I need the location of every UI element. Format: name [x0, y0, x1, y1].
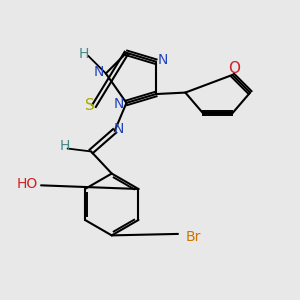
Text: H: H — [59, 139, 70, 153]
Text: HO: HO — [17, 177, 38, 191]
Text: H: H — [79, 47, 89, 61]
Text: N: N — [114, 122, 124, 136]
Text: O: O — [228, 61, 240, 76]
Text: N: N — [114, 98, 124, 111]
Text: N: N — [158, 53, 168, 67]
Text: S: S — [85, 98, 94, 113]
Text: Br: Br — [185, 230, 201, 244]
Text: N: N — [93, 65, 104, 79]
